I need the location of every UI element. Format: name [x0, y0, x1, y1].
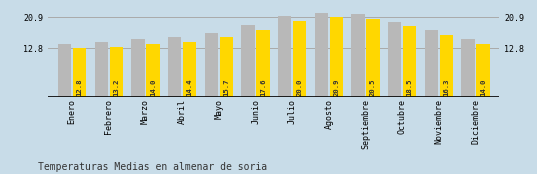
Text: 18.5: 18.5 — [407, 78, 413, 96]
Bar — [293, 21, 306, 97]
Bar — [476, 44, 490, 97]
Bar — [461, 39, 475, 97]
Text: 20.5: 20.5 — [370, 78, 376, 96]
Bar — [330, 17, 343, 97]
Bar — [388, 22, 401, 97]
Bar — [58, 44, 71, 97]
Bar — [366, 19, 380, 97]
Bar — [242, 25, 255, 97]
Bar — [110, 47, 123, 97]
Bar — [315, 13, 328, 97]
Text: 14.0: 14.0 — [480, 78, 486, 96]
Text: 12.8: 12.8 — [77, 78, 83, 96]
Bar — [257, 30, 270, 97]
Text: 16.3: 16.3 — [444, 78, 449, 96]
Bar — [205, 33, 218, 97]
Bar — [351, 14, 365, 97]
Text: 20.9: 20.9 — [333, 78, 339, 96]
Text: 15.7: 15.7 — [223, 78, 229, 96]
Bar — [147, 44, 159, 97]
Text: 20.0: 20.0 — [297, 78, 303, 96]
Text: Temperaturas Medias en almenar de soria: Temperaturas Medias en almenar de soria — [38, 162, 267, 172]
Text: 14.4: 14.4 — [187, 78, 193, 96]
Bar — [73, 48, 86, 97]
Bar — [132, 39, 144, 97]
Bar — [183, 42, 197, 97]
Text: 14.0: 14.0 — [150, 78, 156, 96]
Bar — [403, 26, 416, 97]
Bar — [278, 16, 291, 97]
Bar — [425, 30, 438, 97]
Bar — [220, 37, 233, 97]
Text: 13.2: 13.2 — [113, 78, 119, 96]
Bar — [440, 35, 453, 97]
Text: 17.6: 17.6 — [260, 78, 266, 96]
Bar — [95, 42, 108, 97]
Bar — [168, 38, 182, 97]
